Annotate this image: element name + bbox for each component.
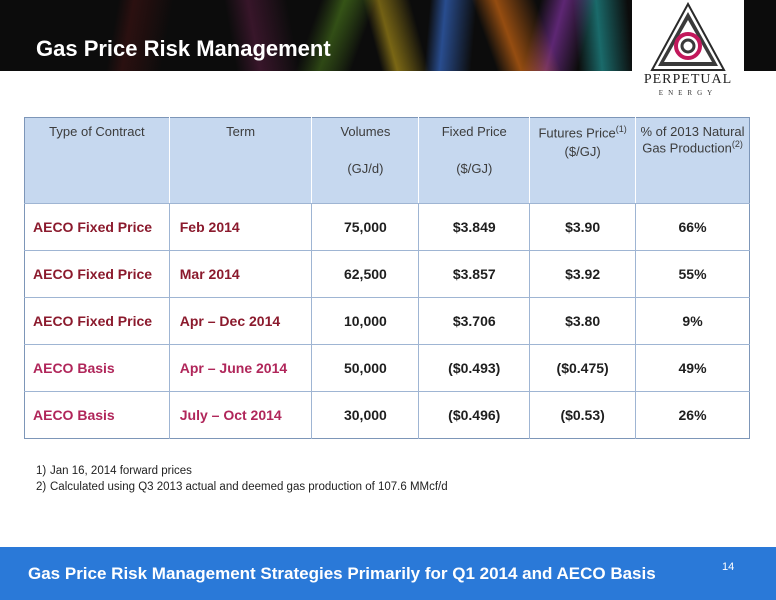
cell-fixed: ($0.493) [418, 344, 530, 392]
cell-fixed: $3.857 [418, 250, 530, 298]
header-fade [0, 0, 420, 71]
cell-term: Mar 2014 [168, 250, 312, 298]
cell-futures: $3.92 [529, 250, 636, 298]
cell-volumes: 62,500 [311, 250, 419, 298]
cell-volumes: 50,000 [311, 344, 419, 392]
table-row: AECO Fixed Price Mar 2014 62,500 $3.857 … [24, 250, 750, 298]
cell-fixed: ($0.496) [418, 391, 530, 439]
header-label: Term [226, 124, 256, 139]
footnotes: 1) Jan 16, 2014 forward prices 2) Calculat… [36, 463, 448, 495]
cell-futures: $3.90 [529, 203, 636, 251]
header-futures-price: Futures Price(1) ($/GJ) [529, 117, 636, 204]
cell-pct: 26% [635, 391, 750, 439]
header-label: Volumes [340, 124, 391, 139]
company-logo: PERPETUAL ENERGY [632, 0, 744, 104]
footer-bar: Gas Price Risk Management Strategies Pri… [0, 547, 776, 600]
footnote-text: Jan 16, 2014 forward prices [50, 465, 192, 477]
table-row: AECO Fixed Price Feb 2014 75,000 $3.849 … [24, 203, 750, 251]
table-row: AECO Basis Apr – June 2014 50,000 ($0.49… [24, 344, 750, 392]
cell-type: AECO Fixed Price [24, 250, 170, 298]
logo-sub: ENERGY [658, 89, 718, 97]
table-header-row: Type of Contract Term Volumes (GJ/d) Fix… [24, 117, 750, 204]
header-unit: ($/GJ) [564, 144, 601, 160]
footer-text: Gas Price Risk Management Strategies Pri… [28, 564, 656, 583]
header-sup: (2) [731, 139, 743, 149]
cell-type: AECO Fixed Price [24, 203, 170, 251]
cell-volumes: 75,000 [311, 203, 419, 251]
header-pct-production: % of 2013 Natural Gas Production(2) [635, 117, 750, 204]
hedge-table: Type of Contract Term Volumes (GJ/d) Fix… [24, 117, 750, 439]
cell-volumes: 10,000 [311, 297, 419, 345]
footnote-number: 2) [36, 481, 47, 493]
page-title: Gas Price Risk Management [36, 36, 331, 61]
footnote: 2) Calculated using Q3 2013 actual and de… [36, 479, 448, 495]
cell-fixed: $3.706 [418, 297, 530, 345]
logo-name: PERPETUAL [643, 72, 733, 87]
header-label: Futures Price [538, 125, 616, 141]
cell-term: Apr – Dec 2014 [168, 297, 312, 345]
header-term: Term [168, 117, 312, 204]
header-sup: (1) [615, 124, 627, 134]
header-unit: (GJ/d) [347, 161, 384, 176]
cell-term: Feb 2014 [168, 203, 312, 251]
cell-pct: 9% [635, 297, 750, 345]
table-row: AECO Basis July – Oct 2014 30,000 ($0.49… [24, 391, 750, 439]
header-label: Fixed Price [441, 124, 507, 139]
cell-type: AECO Basis [24, 391, 170, 439]
cell-fixed: $3.849 [418, 203, 530, 251]
cell-volumes: 30,000 [311, 391, 419, 439]
header-fixed-price: Fixed Price ($/GJ) [418, 117, 530, 204]
header-label: % of 2013 Natural Gas Production [640, 124, 745, 156]
cell-pct: 55% [635, 250, 750, 298]
header-unit: ($/GJ) [456, 161, 493, 176]
cell-type: AECO Fixed Price [24, 297, 170, 345]
cell-pct: 66% [635, 203, 750, 251]
header-type: Type of Contract [24, 117, 170, 204]
cell-futures: ($0.53) [529, 391, 636, 439]
cell-pct: 49% [635, 344, 750, 392]
cell-futures: ($0.475) [529, 344, 636, 392]
header-volumes: Volumes (GJ/d) [311, 117, 419, 204]
cell-futures: $3.80 [529, 297, 636, 345]
footnote: 1) Jan 16, 2014 forward prices [36, 463, 448, 479]
footnote-text: Calculated using Q3 2013 actual and deem… [50, 481, 448, 493]
footnote-number: 1) [36, 465, 47, 477]
header-label: Type of Contract [49, 124, 145, 139]
cell-type: AECO Basis [24, 344, 170, 392]
cell-term: July – Oct 2014 [168, 391, 312, 439]
cell-term: Apr – June 2014 [168, 344, 312, 392]
table-row: AECO Fixed Price Apr – Dec 2014 10,000 $… [24, 297, 750, 345]
logo-triangle-icon [650, 2, 726, 71]
page-number: 14 [722, 561, 735, 573]
